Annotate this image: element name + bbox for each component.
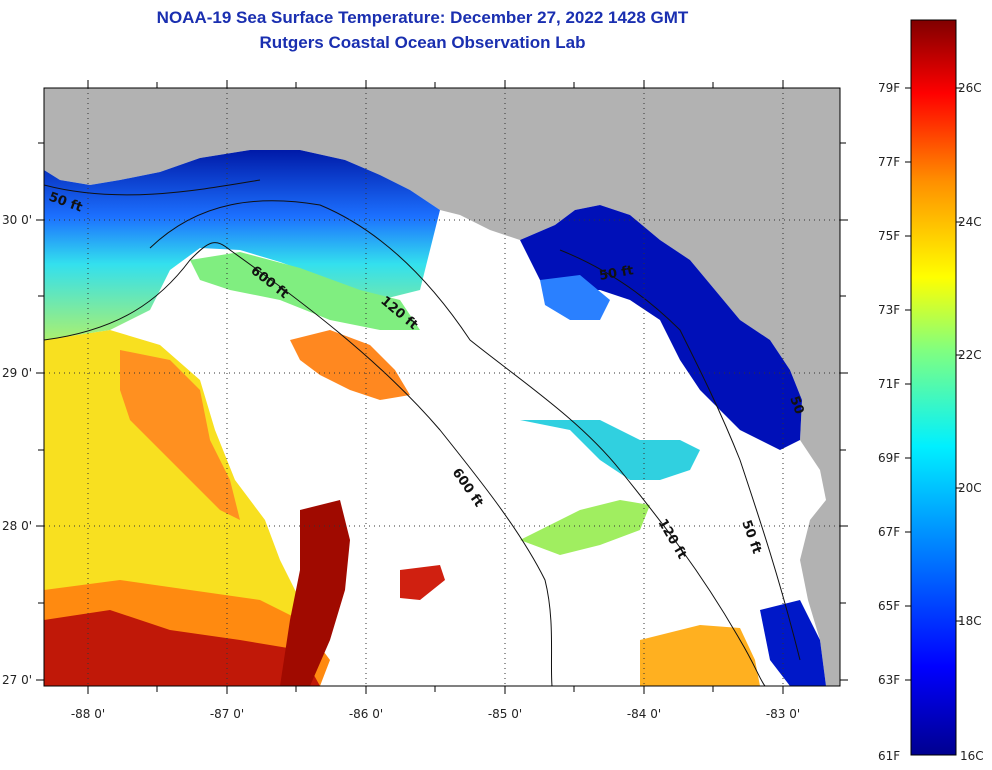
bigbend-cold-water: [520, 205, 802, 450]
florida-coast-water: [760, 600, 826, 686]
offshore-green-band: [520, 500, 650, 555]
colorbar-label-f: 69F: [878, 451, 900, 465]
colorbar-label-c: 16C: [960, 749, 984, 763]
lon-label: -83 0': [766, 707, 800, 721]
bigbend-mid-water: [540, 275, 610, 320]
lon-label: -87 0': [210, 707, 244, 721]
warm-water-orange: [120, 350, 240, 520]
lon-label: -84 0': [627, 707, 661, 721]
map-frame: [43, 87, 841, 687]
isobath-120ft: [149, 200, 766, 686]
colorbar-label-f: 75F: [878, 229, 900, 243]
colorbar-label-f: 79F: [878, 81, 900, 95]
colorbar-label-f: 65F: [878, 599, 900, 613]
green-shelf-water: [190, 252, 420, 330]
colorbar-label-f: 63F: [878, 673, 900, 687]
colorbar-label-f: 77F: [878, 155, 900, 169]
map-subtitle: Rutgers Coastal Ocean Observation Lab: [259, 33, 586, 52]
isobath-600ft: [44, 242, 553, 686]
lat-label: 30 0': [2, 213, 32, 227]
lon-label: -86 0': [349, 707, 383, 721]
warm-patch-bigbend: [640, 625, 760, 686]
colorbar-label-f: 71F: [878, 377, 900, 391]
isobath-50ft: [44, 179, 801, 661]
warm-patch-south: [400, 565, 445, 600]
colorbar-label-c: 18C: [958, 614, 982, 628]
warm-patch-center: [290, 330, 410, 400]
lat-label: 27 0': [2, 673, 32, 687]
lon-label: -85 0': [488, 707, 522, 721]
map-title: NOAA-19 Sea Surface Temperature: Decembe…: [156, 8, 689, 27]
colorbar-label-c: 26C: [958, 81, 982, 95]
colorbar: [910, 19, 957, 756]
hot-water-core: [280, 500, 350, 686]
colorbar-label-c: 20C: [958, 481, 982, 495]
cool-shelf-water: [44, 150, 440, 340]
hot-water-south: [44, 610, 320, 686]
colorbar-ticks: [905, 87, 962, 681]
colorbar-label-f: 61F: [878, 749, 900, 763]
colorbar-label-f: 67F: [878, 525, 900, 539]
lat-label: 29 0': [2, 366, 32, 380]
axis-ticks: [36, 80, 848, 694]
isobath-lines: [44, 179, 801, 686]
lat-label: 28 0': [2, 519, 32, 533]
lon-label: -88 0': [71, 707, 105, 721]
isobath-label: 50 ft: [598, 263, 635, 284]
colorbar-label-c: 22C: [958, 348, 982, 362]
colorbar-label-f: 73F: [878, 303, 900, 317]
isobath-label: 50: [786, 394, 806, 416]
land-area: [44, 88, 840, 686]
colorbar-label-c: 24C: [958, 215, 982, 229]
offshore-cyan-band: [450, 420, 700, 480]
